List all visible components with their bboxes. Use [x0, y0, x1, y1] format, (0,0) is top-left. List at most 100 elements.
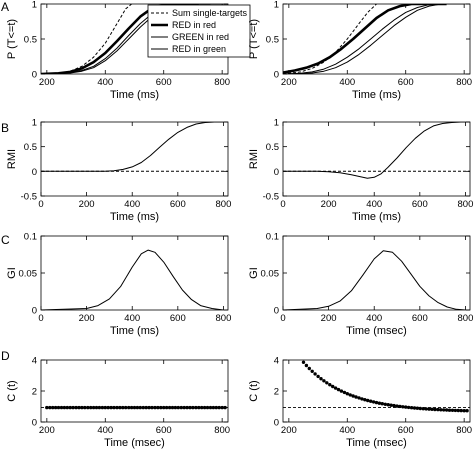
plot-area: [283, 4, 465, 74]
x-tick-label: 400: [124, 199, 140, 210]
data-point: [415, 406, 420, 410]
y-tick-label: 0: [274, 418, 279, 429]
data-point: [360, 397, 364, 401]
data-point: [129, 405, 134, 410]
data-point: [447, 408, 452, 412]
plot-area: [283, 250, 466, 310]
data-point: [106, 405, 110, 410]
axes-frame: [282, 121, 471, 197]
data-point: [301, 360, 306, 364]
data-point: [220, 405, 224, 410]
y-tick-label: 0: [32, 70, 37, 81]
plot-area: [283, 122, 470, 179]
x-tick-label: 400: [339, 425, 355, 436]
data-point: [328, 383, 332, 387]
y-tick-label: 0.5: [266, 35, 279, 46]
data-point: [147, 405, 151, 410]
data-point: [48, 405, 52, 410]
y-tick-label: 1: [32, 0, 37, 11]
data-point: [74, 405, 78, 410]
chart-d-left: 200 400 600 800 0 2 4 Time (msec) C (t): [6, 356, 230, 450]
data-point: [211, 405, 216, 410]
data-point: [450, 408, 455, 412]
x-tick-label: 600: [156, 425, 172, 436]
series-line-3: [41, 4, 211, 74]
x-tick-label: 800: [456, 425, 472, 436]
x-tick-label: 0: [38, 313, 43, 324]
data-point: [56, 405, 61, 410]
data-point: [383, 402, 387, 406]
series-line-0: [41, 122, 224, 172]
data-point: [363, 398, 367, 402]
y-tick-label: 0: [274, 167, 279, 178]
x-tick-label: 800: [216, 313, 232, 324]
data-point: [121, 405, 125, 410]
data-point: [51, 405, 55, 410]
series-line-1: [283, 4, 447, 74]
data-point: [144, 405, 148, 410]
x-tick-label: 0: [38, 199, 43, 210]
data-point: [103, 405, 108, 410]
data-point: [112, 405, 116, 410]
chart-d-right: 200 400 600 800 0 2 4 Time (msec) C (t): [248, 356, 472, 450]
x-axis-label: Time (ms): [352, 89, 401, 101]
data-point: [153, 405, 157, 410]
y-tick-label: 1: [274, 0, 279, 11]
data-point: [185, 405, 189, 410]
x-tick-label: 800: [458, 199, 474, 210]
data-point: [138, 405, 142, 410]
x-tick-label: 600: [170, 199, 186, 210]
data-point: [427, 407, 431, 411]
data-point: [424, 407, 428, 411]
series-line-1: [41, 4, 199, 74]
x-tick-label: 200: [321, 313, 337, 324]
data-point: [71, 405, 75, 410]
data-point: [194, 405, 198, 410]
x-tick-label: 400: [124, 313, 140, 324]
y-tick-label: 0.5: [266, 142, 279, 153]
data-point: [205, 405, 210, 410]
series-line-0: [283, 4, 377, 74]
panel-letter-a: A: [1, 0, 9, 14]
data-point: [91, 405, 96, 410]
data-point: [369, 399, 373, 403]
x-tick-label: 800: [216, 199, 232, 210]
y-tick-label: -0.5: [263, 192, 279, 203]
x-tick-label: 800: [214, 425, 230, 436]
data-point: [404, 405, 408, 409]
x-tick-label: 0: [280, 199, 285, 210]
data-point: [342, 390, 347, 395]
x-axis-label: Time (ms): [110, 89, 159, 101]
x-tick-label: 400: [366, 199, 382, 210]
data-point: [377, 401, 382, 405]
data-point: [459, 408, 463, 413]
y-tick-label: 0.5: [24, 35, 37, 46]
data-point: [176, 405, 180, 410]
x-tick-label: 400: [366, 313, 382, 324]
axes-frame: [40, 359, 229, 423]
data-point: [62, 405, 67, 410]
data-point: [164, 405, 169, 410]
x-tick-label: 200: [39, 425, 55, 436]
data-point: [162, 405, 166, 410]
data-point: [170, 405, 175, 410]
data-point: [319, 377, 323, 381]
data-point: [430, 407, 434, 411]
y-axis-label: GI: [248, 267, 260, 279]
data-point: [401, 405, 405, 409]
plot-area: [41, 122, 228, 172]
data-point: [380, 402, 384, 406]
data-point: [331, 384, 335, 389]
data-point: [182, 405, 186, 410]
y-axis-label: C (t): [6, 380, 18, 401]
data-point: [135, 405, 140, 410]
x-tick-label: 800: [458, 313, 474, 324]
y-tick-label: 0: [274, 70, 279, 81]
y-tick-label: 2: [32, 387, 37, 398]
panel-letter-c: C: [1, 233, 10, 247]
y-tick-label: -0.5: [21, 192, 37, 203]
data-point: [202, 405, 207, 410]
series-line-3: [283, 4, 465, 74]
x-axis-label: Time (ms): [352, 211, 401, 223]
